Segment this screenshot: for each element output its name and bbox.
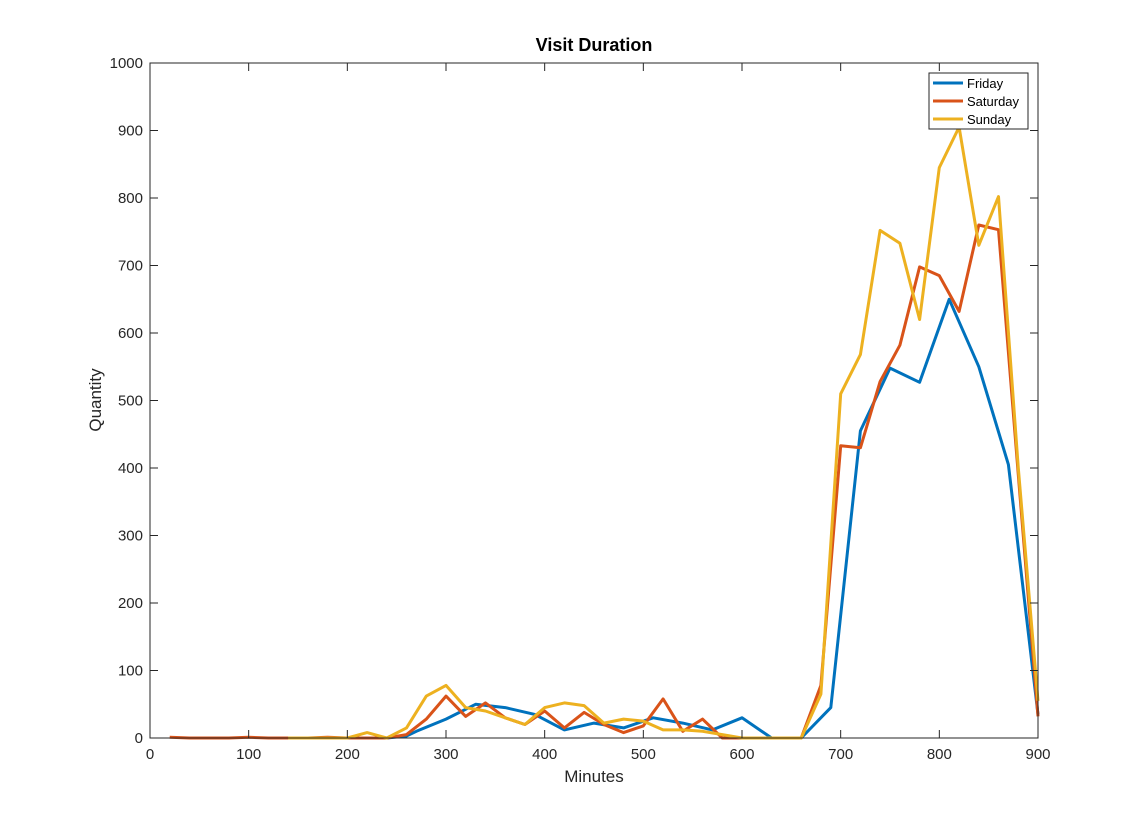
y-tick-label: 300	[118, 528, 143, 545]
x-tick-label: 300	[433, 746, 458, 763]
legend: Friday Saturday Sunday	[928, 72, 1029, 130]
y-tick-label: 200	[118, 595, 143, 612]
x-tick-label: 800	[927, 746, 952, 763]
y-tick-label: 1000	[110, 55, 143, 72]
x-tick-label: 500	[631, 746, 656, 763]
x-tick-label: 600	[729, 746, 754, 763]
x-tick-label: 0	[146, 746, 154, 763]
y-axis-label: Quantity	[86, 368, 105, 432]
chart-title: Visit Duration	[536, 35, 653, 55]
y-tick-label: 600	[118, 325, 143, 342]
y-tick-label: 100	[118, 663, 143, 680]
y-axis: 0 100 200 300 400 500 600 700 800 900 1000	[110, 55, 1038, 747]
y-tick-label: 400	[118, 460, 143, 477]
x-tick-label: 400	[532, 746, 557, 763]
y-tick-label: 800	[118, 190, 143, 207]
y-tick-label: 900	[118, 123, 143, 140]
y-tick-label: 700	[118, 258, 143, 275]
y-tick-label: 0	[135, 730, 143, 747]
x-tick-label: 200	[335, 746, 360, 763]
x-tick-label: 900	[1025, 746, 1050, 763]
series-line-sunday	[288, 125, 1040, 740]
legend-label-saturday: Saturday	[967, 94, 1020, 109]
x-axis-label: Minutes	[564, 767, 624, 786]
series-line-friday	[386, 297, 1040, 740]
x-tick-label: 700	[828, 746, 853, 763]
x-axis: 0 100 200 300 400 500 600 700 800 900	[146, 63, 1051, 763]
y-tick-label: 500	[118, 393, 143, 410]
legend-label-sunday: Sunday	[967, 112, 1012, 127]
legend-label-friday: Friday	[967, 76, 1004, 91]
x-tick-label: 100	[236, 746, 261, 763]
